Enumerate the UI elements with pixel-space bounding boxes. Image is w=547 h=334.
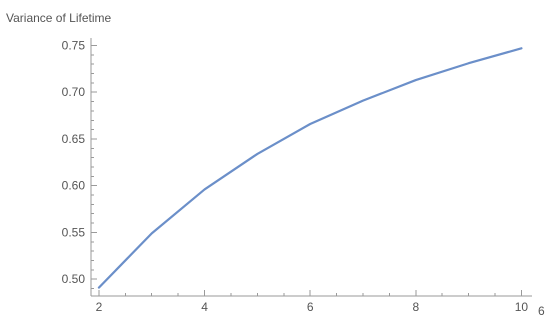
y-tick-label: 0.55 [62,225,86,239]
y-tick-label: 0.70 [62,85,86,99]
y-tick-label: 0.75 [62,38,86,52]
ticks [91,44,522,296]
x-tick-label: 6 [307,300,314,314]
series-line [97,47,523,289]
x-tick-label: 4 [201,300,208,314]
y-tick-label: 0.60 [62,179,86,193]
y-tick-label: 0.65 [62,132,86,146]
x-tick-label: 2 [96,300,103,314]
x-tick-label: 8 [412,300,419,314]
series-layer [97,47,523,289]
x-tick-label: 10 [515,300,529,314]
y-axis-title: Variance of Lifetime [6,11,111,25]
x-axis-title: 6 [538,304,545,318]
y-tick-label: 0.50 [62,272,86,286]
tick-labels: 0.50 0.55 0.60 0.65 0.70 0.75 2 4 6 8 10 [62,38,529,314]
axes [90,38,532,297]
